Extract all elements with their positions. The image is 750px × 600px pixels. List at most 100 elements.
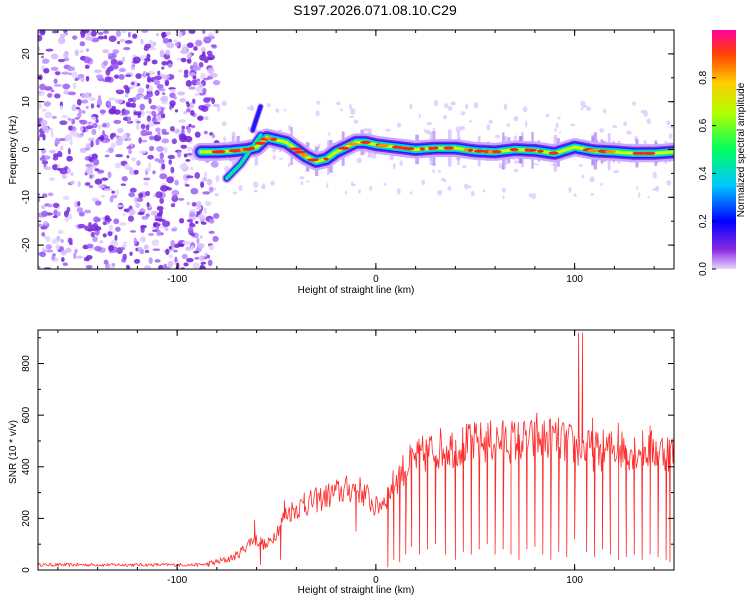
noise-blob (170, 88, 176, 93)
faint-speck (502, 195, 505, 200)
noise-blob (38, 103, 43, 109)
noise-blob (143, 95, 150, 100)
noise-blob (110, 142, 117, 149)
noise-blob (107, 231, 113, 237)
noise-blob (140, 38, 144, 45)
noise-blob (156, 105, 162, 112)
faint-speck (513, 135, 518, 142)
faint-speck (651, 188, 657, 191)
ridge-peak (443, 146, 454, 150)
ridge-peak (427, 146, 435, 150)
noise-blob (136, 120, 141, 124)
noise-blob (174, 109, 179, 113)
faint-speck (462, 165, 467, 169)
noise-blob (38, 90, 46, 97)
noise-blob (42, 125, 49, 133)
noise-blob (61, 257, 65, 262)
faint-speck (315, 110, 320, 117)
snr-y-tick-label: 200 (21, 510, 32, 527)
noise-blob (203, 171, 208, 178)
noise-blob (140, 123, 146, 130)
faint-speck (432, 168, 435, 174)
noise-blob (102, 60, 109, 66)
noise-blob (159, 173, 168, 180)
noise-blob (47, 92, 53, 98)
noise-blob (39, 156, 46, 162)
noise-blob (136, 160, 141, 166)
noise-blob (148, 257, 153, 265)
noise-blob (148, 39, 154, 45)
noise-blob (190, 244, 194, 251)
noise-blob (101, 123, 107, 128)
noise-blob (68, 72, 73, 76)
ridge-peak (526, 148, 538, 152)
noise-blob (81, 30, 90, 34)
noise-blob (122, 253, 127, 260)
noise-blob (80, 99, 89, 104)
faint-speck (350, 108, 356, 115)
noise-blob (194, 220, 199, 224)
noise-blob (41, 210, 49, 217)
noise-blob (43, 67, 50, 74)
noise-blob (109, 196, 114, 203)
noise-blob (146, 202, 150, 208)
noise-blob (210, 160, 219, 168)
ridge-peak (638, 151, 644, 155)
noise-blob (200, 261, 207, 265)
faint-speck (278, 157, 284, 160)
faint-speck (513, 160, 520, 164)
noise-blob (125, 74, 132, 77)
ridge-peak (346, 142, 359, 146)
noise-blob (38, 265, 41, 269)
noise-blob (164, 227, 169, 231)
noise-blob (146, 115, 152, 122)
ridge-peak (299, 153, 309, 157)
noise-blob (114, 74, 120, 79)
noise-blob (71, 118, 76, 125)
snr-y-tick-label: 800 (21, 355, 32, 372)
faint-speck (528, 193, 532, 198)
noise-blob (61, 174, 68, 178)
noise-blob (127, 97, 134, 103)
noise-blob (105, 149, 109, 153)
noise-blob (77, 200, 81, 207)
noise-blob (140, 226, 145, 233)
ridge-peak (509, 147, 519, 152)
noise-blob (93, 216, 100, 223)
faint-speck (522, 106, 528, 113)
noise-blob (143, 45, 149, 52)
noise-blob (43, 220, 48, 226)
noise-blob (85, 167, 94, 175)
noise-blob (93, 158, 100, 166)
noise-blob (199, 255, 205, 261)
noise-blob (192, 75, 197, 80)
faint-speck (568, 186, 572, 194)
faint-speck (482, 189, 486, 193)
noise-blob (170, 228, 178, 232)
noise-blob (138, 137, 142, 144)
noise-blob (154, 259, 161, 263)
colorbar (712, 30, 736, 269)
noise-blob (134, 196, 138, 204)
noise-blob (38, 46, 41, 52)
faint-speck (533, 163, 540, 166)
faint-speck (385, 128, 391, 132)
noise-blob (144, 58, 151, 62)
noise-blob (188, 223, 196, 228)
noise-blob (203, 207, 208, 215)
noise-blob (137, 211, 145, 216)
noise-blob (132, 33, 138, 39)
noise-blob (156, 146, 165, 152)
noise-blob (127, 103, 135, 108)
noise-blob (103, 35, 108, 40)
noise-blob (73, 252, 77, 260)
noise-blob (161, 74, 171, 79)
noise-blob (94, 178, 103, 185)
noise-blob (141, 215, 149, 220)
noise-blob (56, 168, 62, 171)
faint-speck (578, 164, 583, 167)
noise-blob (62, 262, 69, 267)
faint-speck (335, 101, 341, 106)
noise-blob (189, 211, 196, 217)
noise-blob (104, 215, 110, 220)
